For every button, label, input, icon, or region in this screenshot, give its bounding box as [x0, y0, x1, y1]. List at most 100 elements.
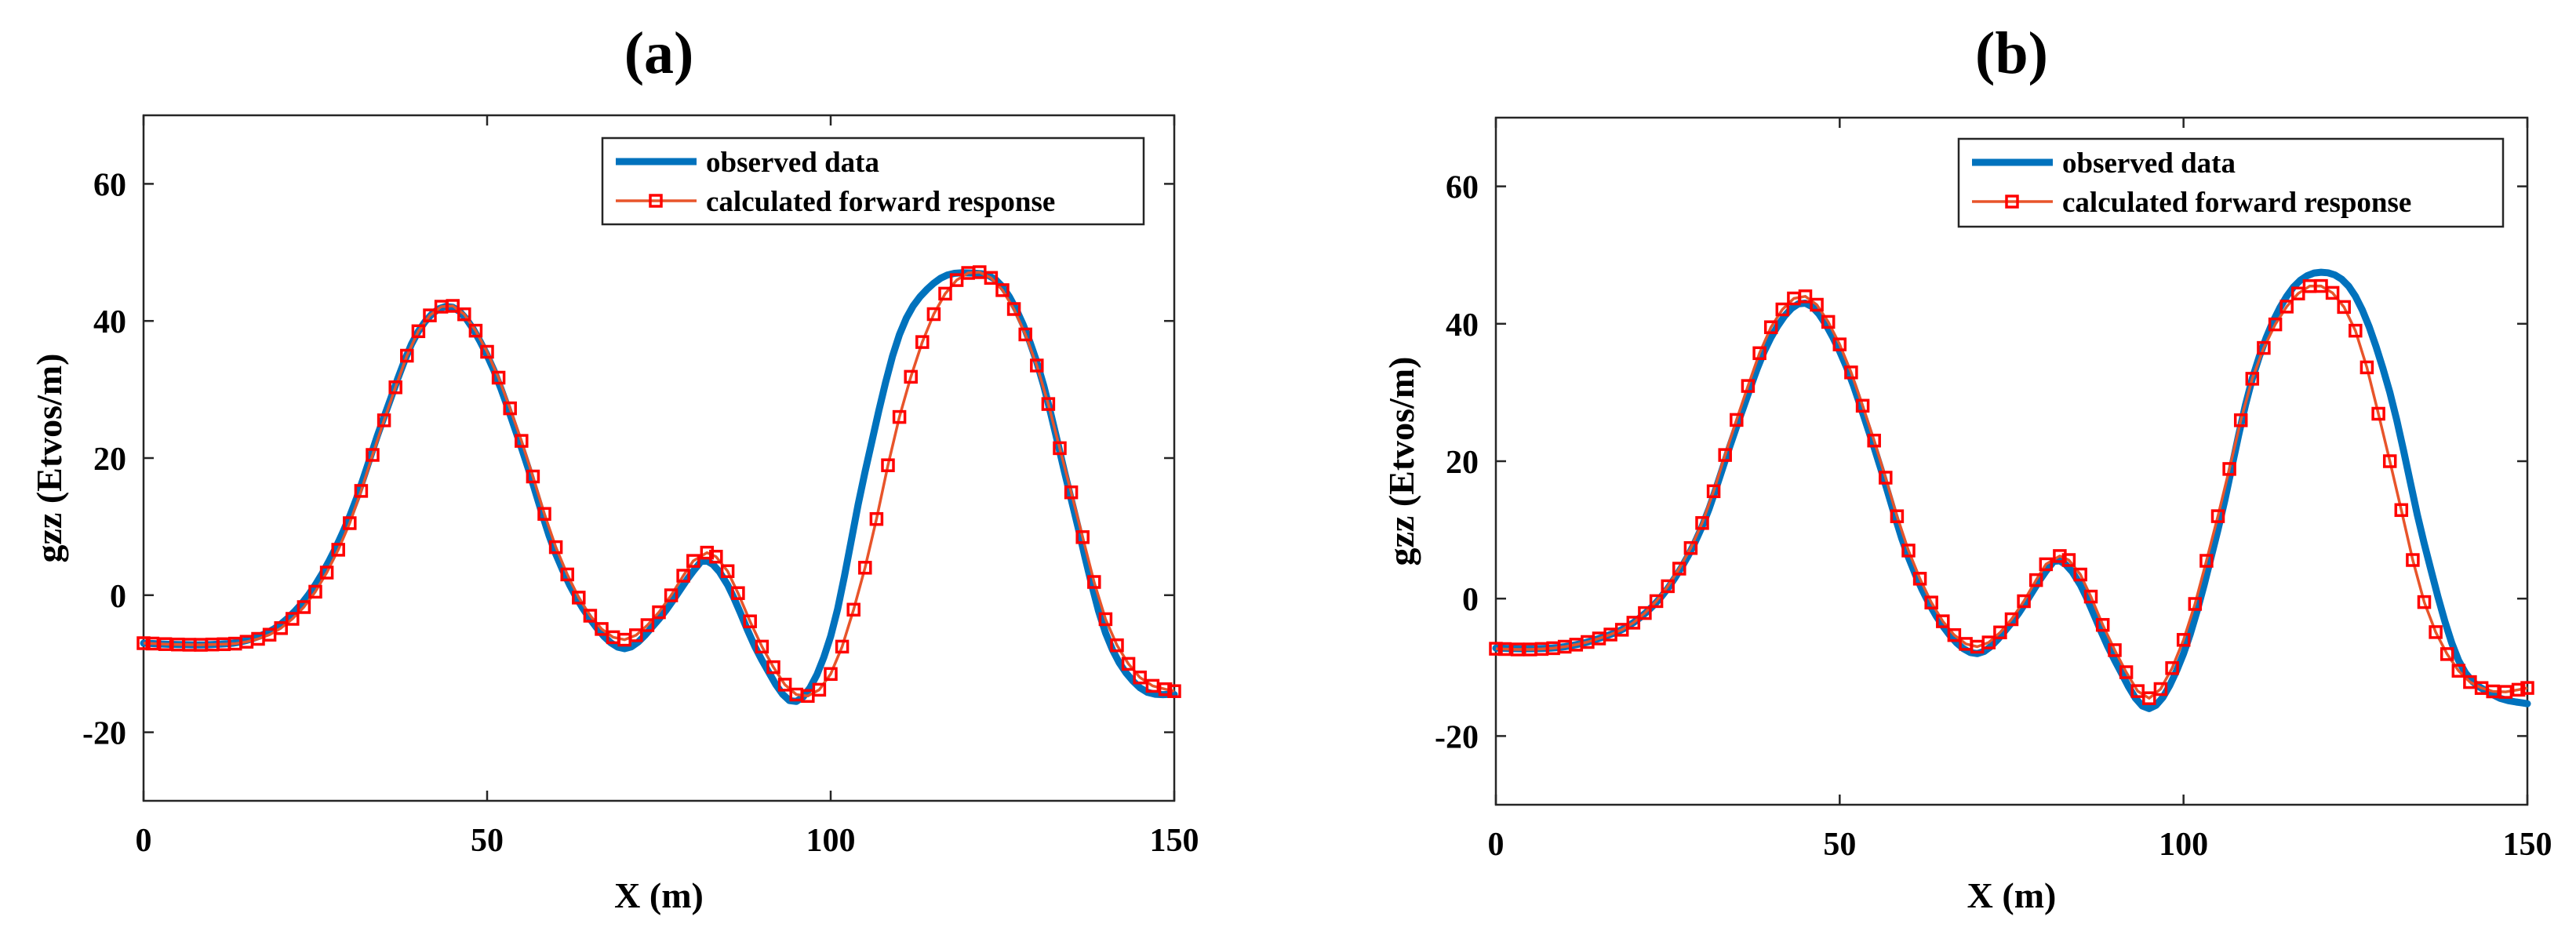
series-calculated-line	[143, 271, 1175, 698]
series-calculated-marker	[377, 413, 391, 427]
series-calculated-marker	[1133, 670, 1147, 685]
series-calculated-marker	[1158, 682, 1173, 696]
chart-panel-b: 0 50 100 150 -20 0 20 40 60 (b) X (m) gzz (Etvos/m)…	[1381, 20, 2552, 915]
series-calculated-marker	[743, 614, 757, 628]
series-calculated-marker	[835, 639, 850, 654]
plot-area-frame	[1494, 116, 2529, 806]
legend-label-observed: observed data	[2062, 147, 2236, 180]
series-calculated-marker	[354, 484, 369, 498]
series-calculated-marker	[2142, 691, 2156, 705]
series-calculated-marker	[1661, 579, 1675, 594]
series-calculated-marker	[2394, 503, 2409, 518]
series-calculated-marker	[766, 660, 780, 675]
series-calculated-marker	[824, 667, 838, 682]
series-calculated-marker	[949, 273, 964, 287]
x-tick-label: 50	[1823, 827, 1856, 863]
series-calculated-marker	[904, 369, 918, 384]
series-calculated-marker	[1901, 544, 1916, 558]
y-tick-label: -20	[1435, 719, 1479, 755]
series-calculated-marker	[158, 637, 173, 651]
series-calculated-marker	[548, 540, 563, 555]
series-calculated-marker	[881, 458, 895, 472]
series-calculated-marker	[1030, 358, 1044, 373]
series-calculated-marker	[308, 584, 322, 599]
y-tick-label: 0	[110, 579, 126, 615]
series-calculated-marker	[1064, 485, 1079, 500]
series-calculated-marker	[1614, 623, 1629, 637]
series-calculated-marker	[1510, 642, 1525, 656]
series-calculated-marker	[2279, 300, 2294, 314]
legend-label-calculated: calculated forward response	[706, 186, 1055, 218]
series-calculated-marker	[1844, 366, 1858, 380]
series-calculated-marker	[2360, 360, 2374, 375]
series-calculated-marker	[1006, 302, 1021, 316]
series-calculated-marker	[1683, 540, 1698, 555]
series-calculated-marker	[560, 567, 574, 582]
series-calculated-marker	[1497, 642, 1512, 656]
series-calculated-marker	[640, 618, 655, 632]
series-calculated-marker	[1075, 530, 1090, 544]
series-calculated-marker	[1053, 441, 1067, 456]
y-axis-label: gzz (Etvos/m)	[1381, 357, 1421, 566]
series-calculated-marker	[1924, 595, 1938, 609]
legend-box	[1957, 137, 2505, 228]
series-calculated-marker	[686, 554, 700, 568]
series-calculated-marker	[583, 609, 598, 623]
series-calculated-marker	[2268, 317, 2283, 332]
series-calculated-marker	[446, 299, 460, 313]
series-calculated-marker	[777, 678, 792, 692]
series-calculated-marker	[503, 401, 517, 416]
series-calculated-marker	[1018, 327, 1032, 342]
series-calculated-marker	[2039, 557, 2054, 572]
series-calculated-marker	[846, 602, 860, 617]
series-calculated-marker	[1706, 484, 1721, 499]
x-tick-label: 100	[806, 823, 856, 859]
x-tick-label: 0	[1488, 827, 1504, 863]
series-calculated-marker	[755, 639, 770, 654]
series-calculated-marker	[1638, 606, 1652, 620]
series-calculated-marker	[2119, 665, 2134, 679]
series-calculated-marker	[457, 307, 471, 322]
x-tick-label: 0	[136, 823, 152, 859]
series-calculated-marker	[526, 469, 540, 484]
series-calculated-marker	[2083, 589, 2098, 604]
series-calculated-marker	[2176, 633, 2191, 647]
plot-area-frame	[142, 114, 1176, 802]
legend-swatch-calculated-marker	[2005, 195, 2019, 209]
series-calculated-marker	[676, 569, 690, 583]
series-calculated-marker	[2498, 685, 2513, 699]
series-calculated-marker	[537, 507, 551, 521]
series-calculated-marker	[468, 323, 483, 338]
series-calculated-marker	[869, 511, 884, 526]
y-tick-label: 40	[1446, 307, 1479, 344]
series-calculated-marker	[2245, 372, 2260, 386]
series-calculated-marker	[652, 605, 666, 620]
legend-label-calculated: calculated forward response	[2062, 187, 2411, 219]
series-calculated-marker	[926, 307, 941, 322]
series-calculated-marker	[1649, 594, 1664, 609]
y-tick-label: 20	[1446, 445, 1479, 481]
series-calculated-marker	[2073, 567, 2087, 582]
series-calculated-marker	[1626, 616, 1641, 630]
series-calculated-marker	[2095, 617, 2110, 632]
series-calculated-marker	[1041, 397, 1056, 411]
series-calculated-marker	[1890, 509, 1905, 523]
series-calculated-marker	[2153, 682, 2168, 696]
y-tick-label: -20	[82, 716, 126, 752]
series-calculated-marker	[2233, 413, 2248, 427]
series-calculated-marker	[2429, 625, 2443, 639]
series-calculated-marker	[2451, 664, 2466, 678]
series-calculated-marker	[2028, 573, 2043, 587]
chart-panel-a: 0 50 100 150 -20 0 20 40 60 (a) X (m) gzz (Etvos/m)…	[29, 20, 1199, 915]
series-calculated-marker	[1672, 562, 1686, 576]
y-axis-label: gzz (Etvos/m)	[29, 354, 69, 563]
series-calculated-marker	[2520, 681, 2534, 695]
legend-box	[601, 136, 1145, 226]
series-calculated-marker	[145, 636, 160, 651]
y-tick-label: 60	[1446, 170, 1479, 206]
series-calculated-marker	[2130, 684, 2145, 698]
series-calculated-marker	[664, 588, 679, 602]
series-calculated-marker	[2406, 553, 2420, 567]
legend-label-observed: observed data	[706, 147, 879, 179]
series-calculated-marker	[1741, 379, 1756, 393]
